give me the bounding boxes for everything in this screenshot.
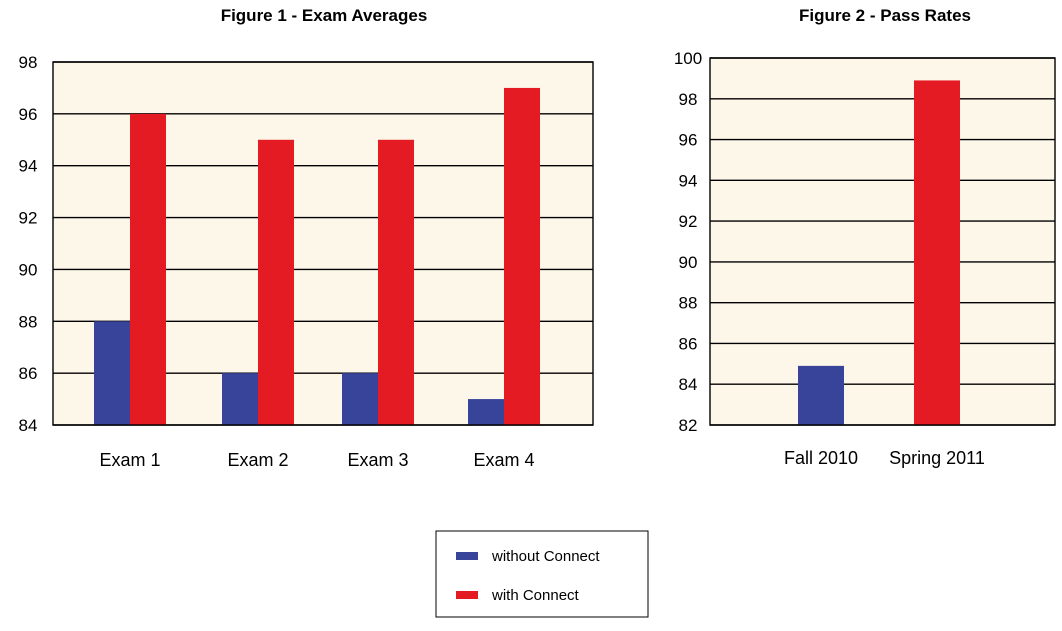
y-tick-label: 92 <box>679 212 698 231</box>
y-tick-label: 84 <box>679 375 698 394</box>
y-tick-label: 96 <box>19 105 38 124</box>
y-tick-label: 90 <box>19 260 38 279</box>
figure-2-title: Figure 2 - Pass Rates <box>799 6 971 25</box>
bar-spring-2011-with-connect <box>914 80 960 425</box>
x-category-label: Exam 1 <box>99 450 160 470</box>
bar-exam-3-without-connect <box>342 373 378 425</box>
y-tick-label: 100 <box>674 49 702 68</box>
legend-label-without-connect: without Connect <box>491 548 600 565</box>
x-category-label: Spring 2011 <box>889 448 985 468</box>
plot-frame <box>709 57 1056 426</box>
x-category-label: Fall 2010 <box>784 448 858 468</box>
bar-fall-2010-without-connect <box>798 365 844 425</box>
bar-exam-4-without-connect <box>468 399 504 425</box>
bar-exam-1-without-connect <box>94 321 130 425</box>
y-tick-label: 96 <box>679 131 698 150</box>
y-tick-label: 94 <box>679 171 698 190</box>
y-tick-label: 82 <box>679 416 698 435</box>
legend-label-with-connect: with Connect <box>491 587 580 604</box>
figure-2-pass-rates: 82 84 86 88 90 92 94 96 98 100 Fall 2010 Spring 201… <box>674 49 1056 468</box>
plot-frame <box>52 61 594 426</box>
y-tick-label: 88 <box>679 294 698 313</box>
y-tick-label: 94 <box>19 157 38 176</box>
plot-area <box>710 58 1055 425</box>
legend-swatch-with-connect <box>456 591 478 599</box>
bar-exam-1-with-connect <box>130 113 166 425</box>
x-category-label: Exam 2 <box>227 450 288 470</box>
bar-exam-2-without-connect <box>222 373 258 425</box>
legend: without Connect with Connect <box>435 530 649 618</box>
legend-box <box>435 530 649 618</box>
y-tick-label: 90 <box>679 253 698 272</box>
y-tick-label: 98 <box>679 90 698 109</box>
figure-1-title: Figure 1 - Exam Averages <box>221 6 428 25</box>
y-tick-label: 86 <box>19 364 38 383</box>
y-tick-label: 86 <box>679 334 698 353</box>
bar-exam-2-with-connect <box>258 139 294 426</box>
y-tick-label: 88 <box>19 312 38 331</box>
legend-swatch-without-connect <box>456 552 478 560</box>
y-tick-label: 98 <box>19 53 38 72</box>
figure-1-exam-averages: 84 86 88 90 92 94 96 98 Exam 1 Exam 2 Exam 3 Exam 4 <box>19 53 594 470</box>
y-tick-label: 92 <box>19 209 38 228</box>
x-category-label: Exam 4 <box>473 450 534 470</box>
bar-exam-3-with-connect <box>378 139 414 426</box>
x-category-label: Exam 3 <box>347 450 408 470</box>
bar-exam-4-with-connect <box>504 87 540 425</box>
y-tick-label: 84 <box>19 416 38 435</box>
